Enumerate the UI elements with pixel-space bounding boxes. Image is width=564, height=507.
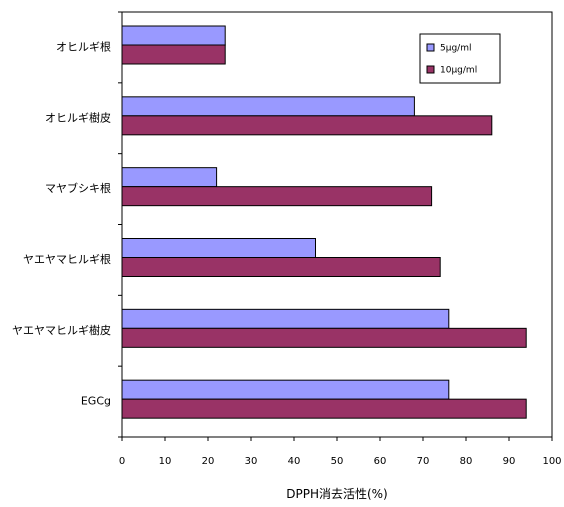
y-tick-label: オヒルギ根 (56, 39, 111, 53)
bar (121, 186, 433, 207)
x-tick-label: 40 (288, 456, 301, 467)
x-axis-title: DPPH消去活性(%) (286, 487, 388, 501)
bar (121, 379, 450, 400)
bar (121, 238, 316, 258)
x-tick-label: 70 (417, 456, 430, 467)
y-tick-label: マヤブシキ根 (45, 181, 111, 195)
bar (121, 25, 226, 46)
bar (121, 327, 527, 348)
legend-label: 5μg/ml (440, 44, 471, 54)
legend-label: 10μg/ml (440, 66, 477, 76)
x-tick-label: 80 (460, 456, 473, 467)
bar (121, 115, 493, 136)
x-tick-label: 0 (119, 456, 125, 467)
bar (121, 96, 415, 117)
legend: 5μg/ml 10μg/ml (419, 33, 501, 84)
y-tick-label: オヒルギ樹皮 (45, 111, 111, 124)
x-tick-label: 10 (159, 456, 172, 467)
bar (121, 398, 527, 419)
bar (121, 308, 450, 329)
bar (121, 44, 226, 65)
bar (121, 257, 441, 277)
legend-swatch (426, 65, 435, 74)
bars (121, 25, 527, 419)
x-tick-label: 60 (374, 456, 387, 467)
x-tick-label: 20 (202, 456, 215, 467)
legend-box (419, 33, 501, 84)
legend-swatch (426, 43, 435, 52)
y-tick-label: ヤエヤマヒルギ樹皮 (12, 324, 111, 337)
x-axis: 0 10 20 30 40 50 60 70 80 90 100 (119, 437, 562, 467)
x-tick-label: 50 (331, 456, 344, 467)
x-tick-label: 30 (245, 456, 258, 467)
y-tick-label: ヤエヤマヒルギ根 (23, 252, 111, 266)
x-tick-label: 100 (542, 456, 561, 467)
y-tick-label: EGCg (81, 395, 111, 408)
x-tick-label: 90 (503, 456, 516, 467)
bar (121, 167, 218, 188)
